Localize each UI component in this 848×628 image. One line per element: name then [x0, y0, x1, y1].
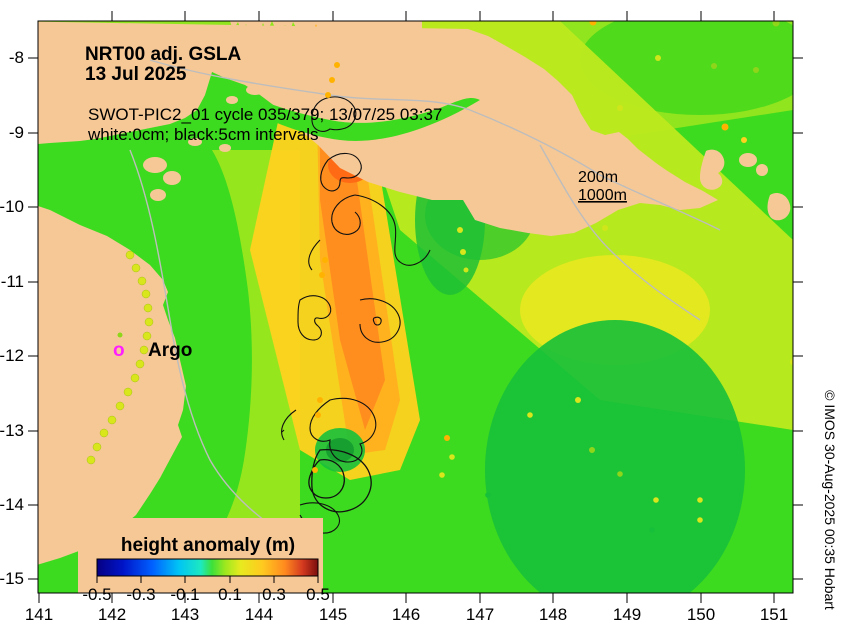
- svg-text:146: 146: [392, 605, 420, 624]
- svg-text:-0.5: -0.5: [82, 585, 111, 604]
- svg-text:-0.3: -0.3: [126, 585, 155, 604]
- svg-text:-9: -9: [9, 123, 24, 142]
- svg-text:-11: -11: [1, 272, 24, 291]
- svg-text:-8: -8: [9, 48, 24, 67]
- svg-text:NRT00 adj. GSLA: NRT00 adj. GSLA: [85, 44, 242, 65]
- svg-text:© IMOS 30-Aug-2025 00:35 Hobar: © IMOS 30-Aug-2025 00:35 Hobart: [822, 390, 838, 610]
- svg-text:1000m: 1000m: [578, 187, 627, 204]
- svg-text:-10: -10: [0, 197, 24, 216]
- svg-text:0.3: 0.3: [262, 585, 286, 604]
- svg-text:o: o: [113, 340, 125, 361]
- svg-text:150: 150: [687, 605, 715, 624]
- svg-text:0.1: 0.1: [218, 585, 242, 604]
- svg-text:151: 151: [760, 605, 788, 624]
- svg-text:-13: -13: [0, 421, 24, 440]
- svg-text:Argo: Argo: [148, 340, 192, 361]
- svg-text:-14: -14: [0, 495, 24, 514]
- svg-text:145: 145: [319, 605, 347, 624]
- svg-text:-15: -15: [0, 569, 24, 588]
- svg-text:-12: -12: [0, 346, 24, 365]
- svg-text:141: 141: [25, 605, 53, 624]
- svg-text:144: 144: [245, 605, 273, 624]
- svg-text:SWOT-PIC2_01 cycle 035/379; 13: SWOT-PIC2_01 cycle 035/379; 13/07/25 03:…: [88, 105, 442, 124]
- svg-text:142: 142: [98, 605, 126, 624]
- svg-text:143: 143: [171, 605, 199, 624]
- svg-text:13 Jul 2025: 13 Jul 2025: [85, 64, 187, 85]
- svg-text:white:0cm; black:5cm intervals: white:0cm; black:5cm intervals: [87, 125, 319, 144]
- svg-text:148: 148: [539, 605, 567, 624]
- svg-text:147: 147: [466, 605, 494, 624]
- svg-text:-0.1: -0.1: [170, 585, 199, 604]
- svg-text:200m: 200m: [578, 169, 618, 186]
- svg-text:height anomaly (m): height anomaly (m): [121, 535, 295, 556]
- svg-text:149: 149: [613, 605, 641, 624]
- svg-text:0.5: 0.5: [306, 585, 330, 604]
